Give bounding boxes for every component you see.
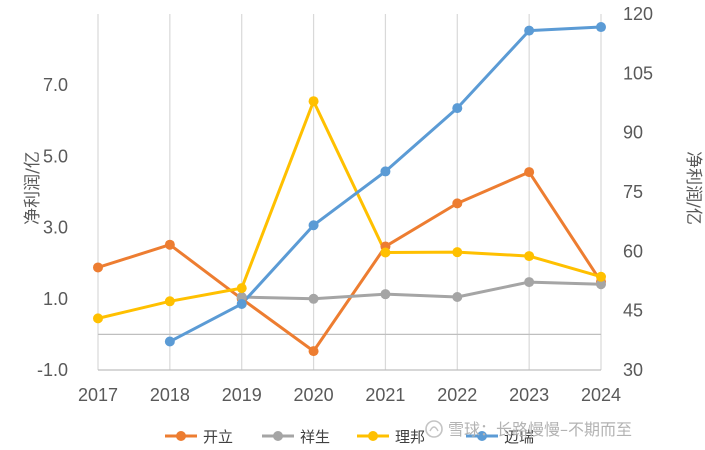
gridlines <box>97 14 602 370</box>
data-point-祥生 <box>524 277 535 288</box>
data-point-迈瑞 <box>596 22 606 33</box>
left-axis-title: 净利润/亿 <box>23 151 43 225</box>
data-point-祥生 <box>236 292 247 303</box>
data-point-祥生 <box>596 279 606 290</box>
left-tick-label: 3.0 <box>43 218 68 238</box>
data-point-理邦 <box>164 296 175 307</box>
data-point-开立 <box>452 198 463 209</box>
legend-label: 迈瑞 <box>504 428 534 446</box>
x-tick-label: 2022 <box>437 385 477 405</box>
legend-item-开立: 开立 <box>165 428 233 446</box>
legend-item-理邦: 理邦 <box>357 428 425 446</box>
legend-label: 开立 <box>203 428 233 446</box>
x-axis-ticks: 2017 2018 2019 2020 2021 2022 2023 2024 <box>78 385 621 405</box>
data-point-理邦 <box>524 251 535 262</box>
watermark-text: 雪球：长路慢慢–不期而至 <box>448 420 632 439</box>
data-point-迈瑞 <box>380 166 391 177</box>
data-point-开立 <box>308 346 319 357</box>
legend-item-迈瑞: 迈瑞 <box>466 428 534 446</box>
legend-item-祥生: 祥生 <box>262 428 330 446</box>
right-tick-label: 45 <box>623 301 643 321</box>
left-tick-label: 7.0 <box>43 75 68 95</box>
data-point-迈瑞 <box>236 298 247 309</box>
snowball-logo-icon <box>425 420 443 438</box>
data-point-开立 <box>164 239 175 250</box>
data-point-开立 <box>93 262 103 273</box>
legend-swatch-marker <box>368 431 378 441</box>
x-tick-label: 2019 <box>222 385 262 405</box>
left-tick-label: -1.0 <box>37 360 68 380</box>
right-axis-title: 净利润/亿 <box>683 151 703 225</box>
x-tick-label: 2020 <box>294 385 334 405</box>
series-line-理邦 <box>96 99 603 320</box>
right-tick-label: 90 <box>623 123 643 143</box>
x-tick-label: 2021 <box>365 385 405 405</box>
data-point-迈瑞 <box>308 220 319 231</box>
watermark: 雪球：长路慢慢–不期而至 <box>425 420 632 439</box>
data-point-理邦 <box>380 247 391 258</box>
legend-label: 祥生 <box>300 428 330 446</box>
x-tick-label: 2023 <box>509 385 549 405</box>
legend-swatch-marker <box>273 431 283 441</box>
data-point-祥生 <box>452 292 463 303</box>
left-tick-label: 1.0 <box>43 289 68 309</box>
right-tick-label: 60 <box>623 241 643 261</box>
right-tick-label: 30 <box>623 360 643 380</box>
legend-swatch-marker <box>477 431 487 441</box>
right-tick-label: 75 <box>623 182 643 202</box>
series-line-祥生 <box>240 280 603 301</box>
right-tick-label: 105 <box>623 63 653 83</box>
data-point-迈瑞 <box>164 336 175 347</box>
series-line-开立 <box>96 170 603 353</box>
data-point-理邦 <box>236 283 247 294</box>
right-axis-ticks: 30 45 60 75 90 105 120 <box>623 4 653 380</box>
left-tick-label: 5.0 <box>43 146 68 166</box>
x-tick-label: 2024 <box>581 385 621 405</box>
legend: 开立 祥生 理邦 迈瑞 <box>165 428 534 446</box>
left-axis-ticks: -1.0 1.0 3.0 5.0 7.0 <box>37 75 68 380</box>
x-tick-label: 2018 <box>150 385 190 405</box>
right-tick-label: 120 <box>623 4 653 24</box>
data-point-理邦 <box>93 313 103 324</box>
legend-label: 理邦 <box>395 428 425 446</box>
data-point-理邦 <box>308 96 319 107</box>
data-point-理邦 <box>452 247 463 258</box>
data-point-迈瑞 <box>524 25 535 36</box>
data-point-开立 <box>524 167 535 178</box>
data-point-理邦 <box>596 271 606 282</box>
data-point-迈瑞 <box>452 103 463 114</box>
legend-swatch-marker <box>176 431 186 441</box>
x-tick-label: 2017 <box>78 385 118 405</box>
data-point-祥生 <box>308 293 319 304</box>
data-point-祥生 <box>380 289 391 300</box>
series-points <box>93 22 606 357</box>
